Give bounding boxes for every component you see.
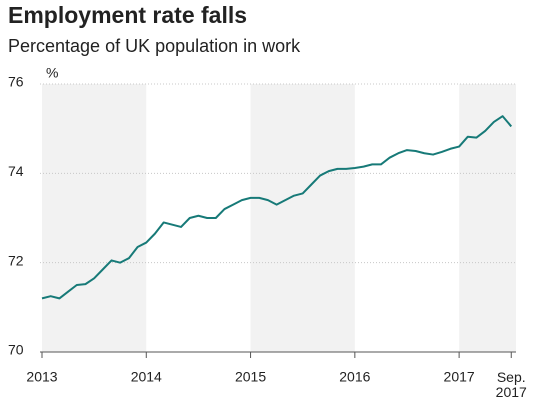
y-unit: % xyxy=(46,65,58,81)
bands xyxy=(42,84,516,352)
y-tick-label: 76 xyxy=(8,74,24,90)
chart-title: Employment rate falls xyxy=(8,2,247,28)
year-band xyxy=(459,84,516,352)
y-tick-label: 74 xyxy=(8,163,24,179)
x-tick-label: 2015 xyxy=(235,369,266,385)
x-tick-label: 2014 xyxy=(131,369,162,385)
x-tick-label: 2017 xyxy=(444,369,475,385)
year-band xyxy=(250,84,355,352)
y-tick-label: 70 xyxy=(8,342,24,358)
x-tick-label: 2013 xyxy=(26,369,57,385)
year-band xyxy=(42,84,147,352)
x-tick-label: 2016 xyxy=(339,369,370,385)
chart-subtitle: Percentage of UK population in work xyxy=(8,36,301,56)
y-tick-label: 72 xyxy=(8,252,24,268)
x-tick-label: Sep. 2017 xyxy=(496,369,527,400)
data-line xyxy=(41,115,513,300)
